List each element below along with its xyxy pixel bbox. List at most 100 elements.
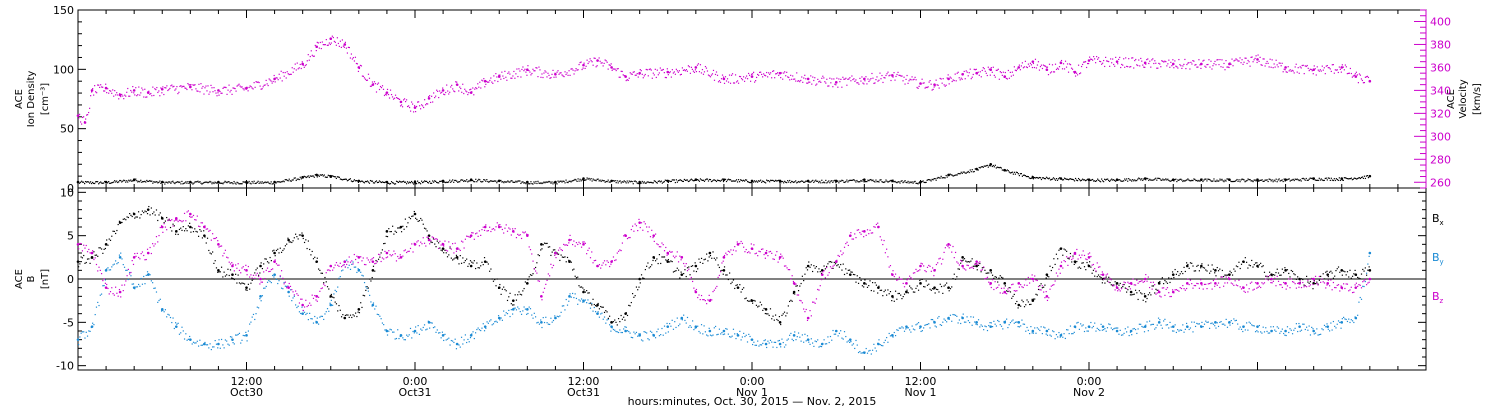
velocity-sample <box>619 76 621 78</box>
bx-sample <box>892 297 894 299</box>
by-point <box>413 329 417 333</box>
velocity-sample <box>1159 63 1161 65</box>
density-sample <box>484 179 486 181</box>
by-sample <box>1212 323 1215 325</box>
velocity-sample <box>1260 64 1262 66</box>
by-sample <box>455 348 458 350</box>
bx-sample <box>197 235 200 237</box>
density-sample <box>336 176 338 178</box>
velocity-sample <box>1301 64 1303 67</box>
velocity-sample <box>220 92 222 94</box>
bx-sample <box>481 261 483 263</box>
velocity-sample <box>403 98 406 100</box>
by-sample <box>494 321 496 323</box>
density-sample <box>636 182 638 184</box>
density-sample <box>227 181 229 183</box>
top-right-axis-title-line3: [km/s] <box>1472 83 1483 115</box>
by-sample <box>1119 329 1121 331</box>
density-sample <box>770 179 772 181</box>
by-point <box>919 325 922 328</box>
by-sample <box>418 333 421 335</box>
by-point <box>76 338 80 341</box>
density-sample <box>664 179 666 181</box>
density-sample <box>848 180 850 182</box>
velocity-sample <box>195 88 197 90</box>
by-sample <box>429 327 431 329</box>
by-sample <box>1178 330 1180 332</box>
by-sample <box>432 326 435 329</box>
bx-sample <box>379 256 381 258</box>
velocity-sample <box>87 114 89 116</box>
density-sample <box>1142 179 1144 182</box>
velocity-sample <box>277 79 279 81</box>
by-sample <box>1226 326 1229 328</box>
velocity-sample <box>523 70 525 72</box>
bx-sample <box>95 254 98 256</box>
velocity-sample <box>790 74 792 76</box>
bx-sample <box>703 259 705 261</box>
by-sample <box>172 317 174 319</box>
density-sample <box>263 181 265 184</box>
by-sample <box>757 340 759 342</box>
bx-sample <box>330 293 332 296</box>
by-sample <box>1198 323 1200 325</box>
density-sample <box>817 180 819 182</box>
velocity-sample <box>839 81 841 83</box>
velocity-sample <box>743 80 746 82</box>
by-sample <box>888 332 890 335</box>
bx-sample <box>801 275 803 277</box>
velocity-sample <box>813 79 815 82</box>
density-sample <box>265 181 267 184</box>
density-sample <box>496 182 498 184</box>
velocity-sample <box>409 110 412 112</box>
velocity-sample <box>128 95 130 97</box>
by-sample <box>688 326 690 328</box>
density-sample <box>149 179 151 182</box>
bx-sample <box>137 211 140 213</box>
bx-sample <box>374 270 376 272</box>
bx-sample <box>619 321 621 323</box>
density-sample <box>1077 177 1080 180</box>
by-sample <box>822 342 824 345</box>
velocity-sample <box>1189 68 1191 70</box>
density-sample <box>621 181 623 183</box>
density-sample <box>600 180 602 183</box>
velocity-sample <box>796 72 798 74</box>
bx-sample <box>215 267 218 269</box>
by-sample <box>981 325 983 327</box>
density-sample <box>549 181 551 183</box>
velocity-sample <box>1060 59 1063 62</box>
velocity-sample <box>1074 75 1077 77</box>
bx-sample <box>1036 294 1038 296</box>
by-sample <box>552 319 555 322</box>
density-sample <box>987 166 989 168</box>
bx-sample <box>78 266 80 268</box>
velocity-sample <box>182 85 184 87</box>
velocity-sample <box>191 89 193 91</box>
bx-sample <box>711 257 713 259</box>
bx-sample <box>967 261 969 263</box>
density-sample <box>214 181 216 183</box>
by-sample <box>666 322 668 325</box>
by-sample <box>120 252 122 254</box>
by-sample <box>370 301 372 303</box>
bx-sample <box>1013 293 1015 296</box>
velocity-sample <box>1366 75 1369 77</box>
bx-sample <box>593 303 595 306</box>
bx-sample <box>694 262 696 264</box>
velocity-sample <box>148 90 150 92</box>
by-sample <box>1169 321 1171 324</box>
by-sample <box>846 341 848 343</box>
density-sample <box>380 181 383 184</box>
by-sample <box>189 335 191 338</box>
velocity-sample <box>962 73 964 75</box>
velocity-sample <box>818 81 820 83</box>
density-sample <box>1045 176 1048 178</box>
velocity-sample <box>806 82 808 84</box>
bx-sample <box>976 269 978 271</box>
velocity-sample <box>1284 69 1286 71</box>
bx-sample <box>685 275 687 278</box>
density-sample <box>402 180 405 182</box>
by-sample <box>214 339 216 342</box>
bx-sample <box>111 235 113 237</box>
